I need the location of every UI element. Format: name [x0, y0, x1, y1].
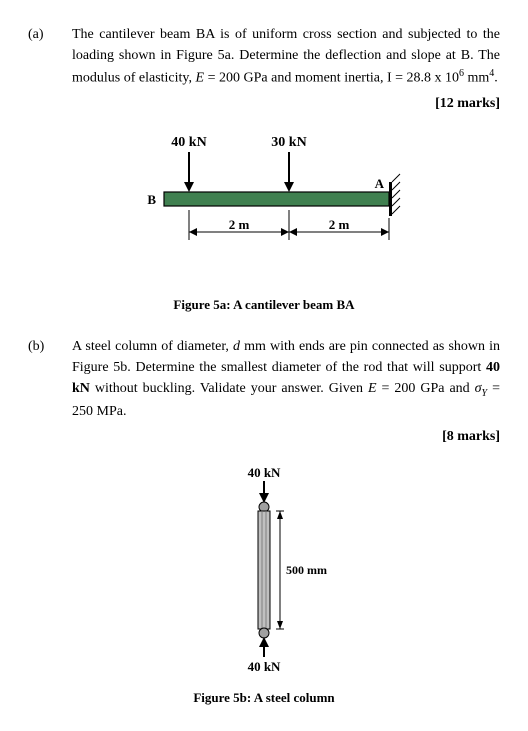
column-diagram: 40 kN 40 kN 500 mm: [184, 465, 344, 675]
dim-right-label: 2 m: [329, 217, 350, 232]
beam-rect: [164, 192, 389, 206]
load-top-label: 40 kN: [248, 465, 281, 480]
label-b: (b): [28, 336, 52, 447]
pin-bottom: [259, 628, 269, 638]
dot-a: .: [494, 71, 498, 86]
marks-b: [8 marks]: [72, 426, 500, 447]
figure-5b: 40 kN 40 kN 500 mm Figure 5b: A steel co…: [28, 465, 500, 708]
sym-E-a: E: [196, 71, 205, 86]
body-b: A steel column of diameter, d mm with en…: [72, 336, 500, 447]
body-a: The cantilever beam BA is of uniform cro…: [72, 24, 500, 114]
text-b-4: = 200 GPa and: [377, 381, 475, 396]
label-a: (a): [28, 24, 52, 114]
sym-E-b: E: [368, 381, 377, 396]
load-right-label: 30 kN: [271, 135, 306, 150]
node-B-label: B: [147, 192, 156, 207]
node-A-label: A: [375, 176, 385, 191]
column-rect: [258, 511, 270, 629]
caption-5a: Figure 5a: A cantilever beam BA: [28, 295, 500, 315]
text-b-1: A steel column of diameter,: [72, 339, 233, 354]
figure-5a: 40 kN 30 kN B A 2 m 2 m Figure 5a:: [28, 132, 500, 315]
dim-left-label: 2 m: [229, 217, 250, 232]
question-b: (b) A steel column of diameter, d mm wit…: [28, 336, 500, 447]
text-a-Eeq: = 200 GPa and moment inertia, I = 28.8 x…: [204, 71, 459, 86]
marks-a: [12 marks]: [72, 93, 500, 114]
text-b-3: without buckling. Validate your answer. …: [90, 381, 368, 396]
load-left-label: 40 kN: [171, 135, 206, 150]
load-bot-label: 40 kN: [248, 659, 281, 674]
caption-5b: Figure 5b: A steel column: [28, 688, 500, 708]
question-a: (a) The cantilever beam BA is of uniform…: [28, 24, 500, 114]
unit-a: mm: [464, 71, 489, 86]
length-label: 500 mm: [286, 563, 327, 577]
sigma-sym: σ: [475, 381, 482, 396]
sym-d: d: [233, 339, 240, 354]
beam-diagram: 40 kN 30 kN B A 2 m 2 m: [94, 132, 434, 282]
